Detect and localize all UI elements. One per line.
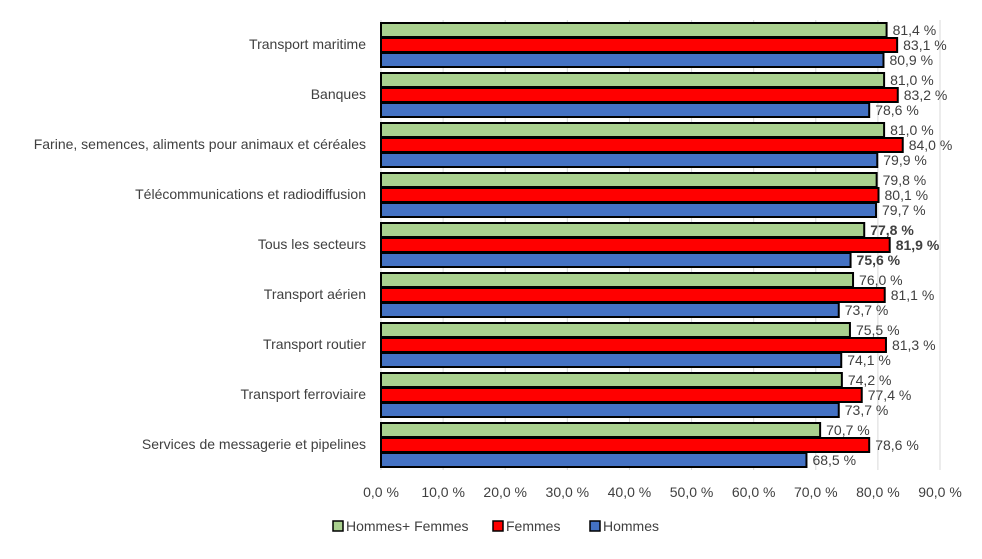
data-label: 81,0 % bbox=[890, 72, 934, 88]
x-tick-label: 90,0 % bbox=[918, 484, 962, 500]
legend-label: Hommes bbox=[603, 518, 659, 534]
data-label: 83,2 % bbox=[904, 87, 948, 103]
bar-hommes bbox=[380, 302, 840, 318]
bar-femmes bbox=[380, 87, 899, 103]
x-tick-label: 40,0 % bbox=[608, 484, 652, 500]
bar-femmes bbox=[380, 37, 899, 53]
bar-hommes bbox=[380, 402, 840, 418]
data-label: 83,1 % bbox=[903, 37, 947, 53]
data-label: 68,5 % bbox=[812, 452, 856, 468]
category-label: Transport ferroviaire bbox=[240, 386, 366, 402]
bar-femmes bbox=[380, 187, 880, 203]
data-label: 84,0 % bbox=[909, 137, 953, 153]
legend-label: Femmes bbox=[506, 518, 560, 534]
data-label: 77,8 % bbox=[870, 222, 914, 238]
data-label: 70,7 % bbox=[826, 422, 870, 438]
data-label: 80,1 % bbox=[885, 187, 929, 203]
data-label: 80,9 % bbox=[889, 52, 933, 68]
bar-hommes-femmes bbox=[380, 422, 822, 438]
x-tick-label: 10,0 % bbox=[421, 484, 465, 500]
data-label: 81,3 % bbox=[892, 337, 936, 353]
x-tick-label: 30,0 % bbox=[546, 484, 590, 500]
category-label: Transport maritime bbox=[249, 36, 366, 52]
bar-hommes-femmes bbox=[380, 222, 866, 238]
data-label: 81,4 % bbox=[893, 22, 937, 38]
bar-femmes bbox=[380, 437, 871, 453]
bar-hommes-femmes bbox=[380, 72, 886, 88]
data-label: 79,9 % bbox=[883, 152, 927, 168]
data-label: 76,0 % bbox=[859, 272, 903, 288]
x-tick-label: 20,0 % bbox=[483, 484, 527, 500]
data-label: 79,7 % bbox=[882, 202, 926, 218]
x-tick-label: 50,0 % bbox=[670, 484, 714, 500]
x-tick-label: 70,0 % bbox=[794, 484, 838, 500]
category-label: Banques bbox=[311, 86, 366, 102]
data-label: 81,1 % bbox=[891, 287, 935, 303]
category-label: Farine, semences, aliments pour animaux … bbox=[34, 136, 366, 152]
category-label: Services de messagerie et pipelines bbox=[142, 436, 366, 452]
bar-hommes bbox=[380, 452, 808, 468]
data-label: 74,1 % bbox=[847, 352, 891, 368]
data-label: 73,7 % bbox=[845, 302, 889, 318]
bar-femmes bbox=[380, 337, 887, 353]
x-tick-label: 0,0 % bbox=[363, 484, 399, 500]
bar-hommes bbox=[380, 52, 885, 68]
x-tick-label: 80,0 % bbox=[856, 484, 900, 500]
bar-hommes-femmes bbox=[380, 322, 851, 338]
data-label: 79,8 % bbox=[883, 172, 927, 188]
legend-swatch bbox=[589, 520, 601, 532]
data-label: 75,5 % bbox=[856, 322, 900, 338]
bar-hommes-femmes bbox=[380, 172, 878, 188]
data-label: 78,6 % bbox=[875, 102, 919, 118]
bar-hommes-femmes bbox=[380, 122, 886, 138]
legend-swatch bbox=[332, 520, 344, 532]
bar-femmes bbox=[380, 137, 904, 153]
category-label: Transport aérien bbox=[264, 286, 366, 302]
data-label: 78,6 % bbox=[875, 437, 919, 453]
legend-label: Hommes+ Femmes bbox=[346, 518, 469, 534]
bar-hommes bbox=[380, 252, 852, 268]
bar-hommes-femmes bbox=[380, 22, 888, 38]
data-label: 73,7 % bbox=[845, 402, 889, 418]
bar-hommes bbox=[380, 202, 878, 218]
data-label: 74,2 % bbox=[848, 372, 892, 388]
bar-femmes bbox=[380, 387, 863, 403]
bar-femmes bbox=[380, 237, 891, 253]
category-label: Transport routier bbox=[263, 336, 366, 352]
bar-hommes bbox=[380, 152, 879, 168]
bar-hommes bbox=[380, 352, 843, 368]
data-label: 81,0 % bbox=[890, 122, 934, 138]
bar-hommes-femmes bbox=[380, 372, 843, 388]
x-tick-label: 60,0 % bbox=[732, 484, 776, 500]
legend-swatch bbox=[492, 520, 504, 532]
category-label: Télécommunications et radiodiffusion bbox=[135, 186, 366, 202]
data-label: 81,9 % bbox=[896, 237, 940, 253]
bar-hommes bbox=[380, 102, 871, 118]
bar-hommes-femmes bbox=[380, 272, 855, 288]
data-label: 77,4 % bbox=[868, 387, 912, 403]
category-label: Tous les secteurs bbox=[258, 236, 366, 252]
data-label: 75,6 % bbox=[857, 252, 901, 268]
bar-femmes bbox=[380, 287, 886, 303]
